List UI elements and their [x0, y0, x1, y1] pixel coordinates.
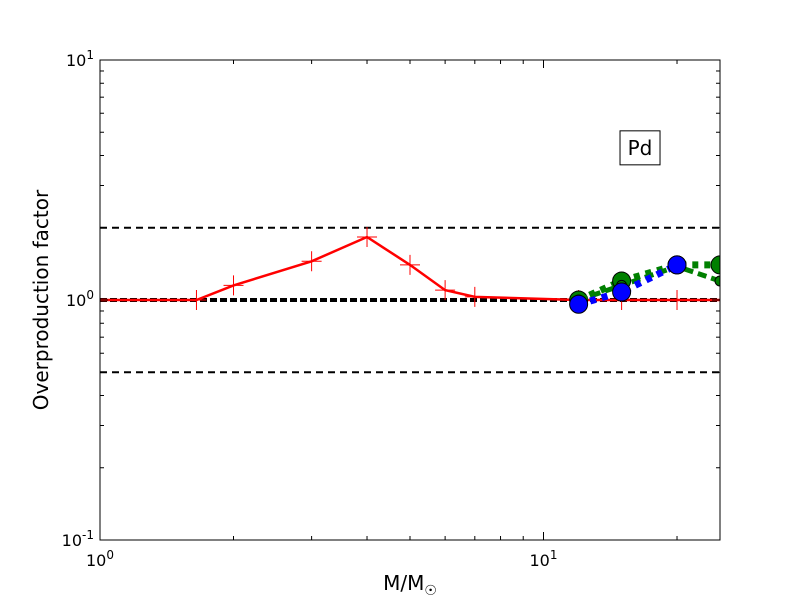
- series-layer: [100, 227, 720, 314]
- plus-marker: [357, 227, 378, 248]
- x-tick-label: 101: [530, 548, 558, 570]
- y-tick-label: 100: [66, 288, 94, 310]
- circle-marker: [612, 282, 632, 302]
- plus-marker: [464, 286, 485, 307]
- x-tick-label: 100: [86, 548, 114, 570]
- circle-marker: [667, 255, 687, 275]
- series-line: [577, 261, 720, 304]
- circle-marker: [710, 255, 720, 275]
- plus-marker: [400, 254, 420, 275]
- series-3: [569, 255, 687, 314]
- series-0: [100, 227, 720, 310]
- y-tick-label: 10-1: [62, 528, 94, 550]
- plus-marker: [186, 290, 207, 310]
- circle-marker: [569, 294, 589, 314]
- series-line: [577, 261, 679, 308]
- x-axis-label: M/M☉: [383, 571, 437, 599]
- y-tick-label: 101: [66, 48, 94, 70]
- plus-marker: [223, 275, 244, 296]
- plus-marker: [301, 251, 322, 272]
- plus-marker: [667, 290, 688, 310]
- annotation-frame: [619, 130, 661, 166]
- small-circle-marker: [714, 275, 720, 287]
- plus-marker: [435, 280, 456, 301]
- annotation-label: Pd: [628, 136, 653, 160]
- annotation-box: Pd: [619, 130, 661, 166]
- y-axis-label: Overproduction factor: [29, 189, 53, 410]
